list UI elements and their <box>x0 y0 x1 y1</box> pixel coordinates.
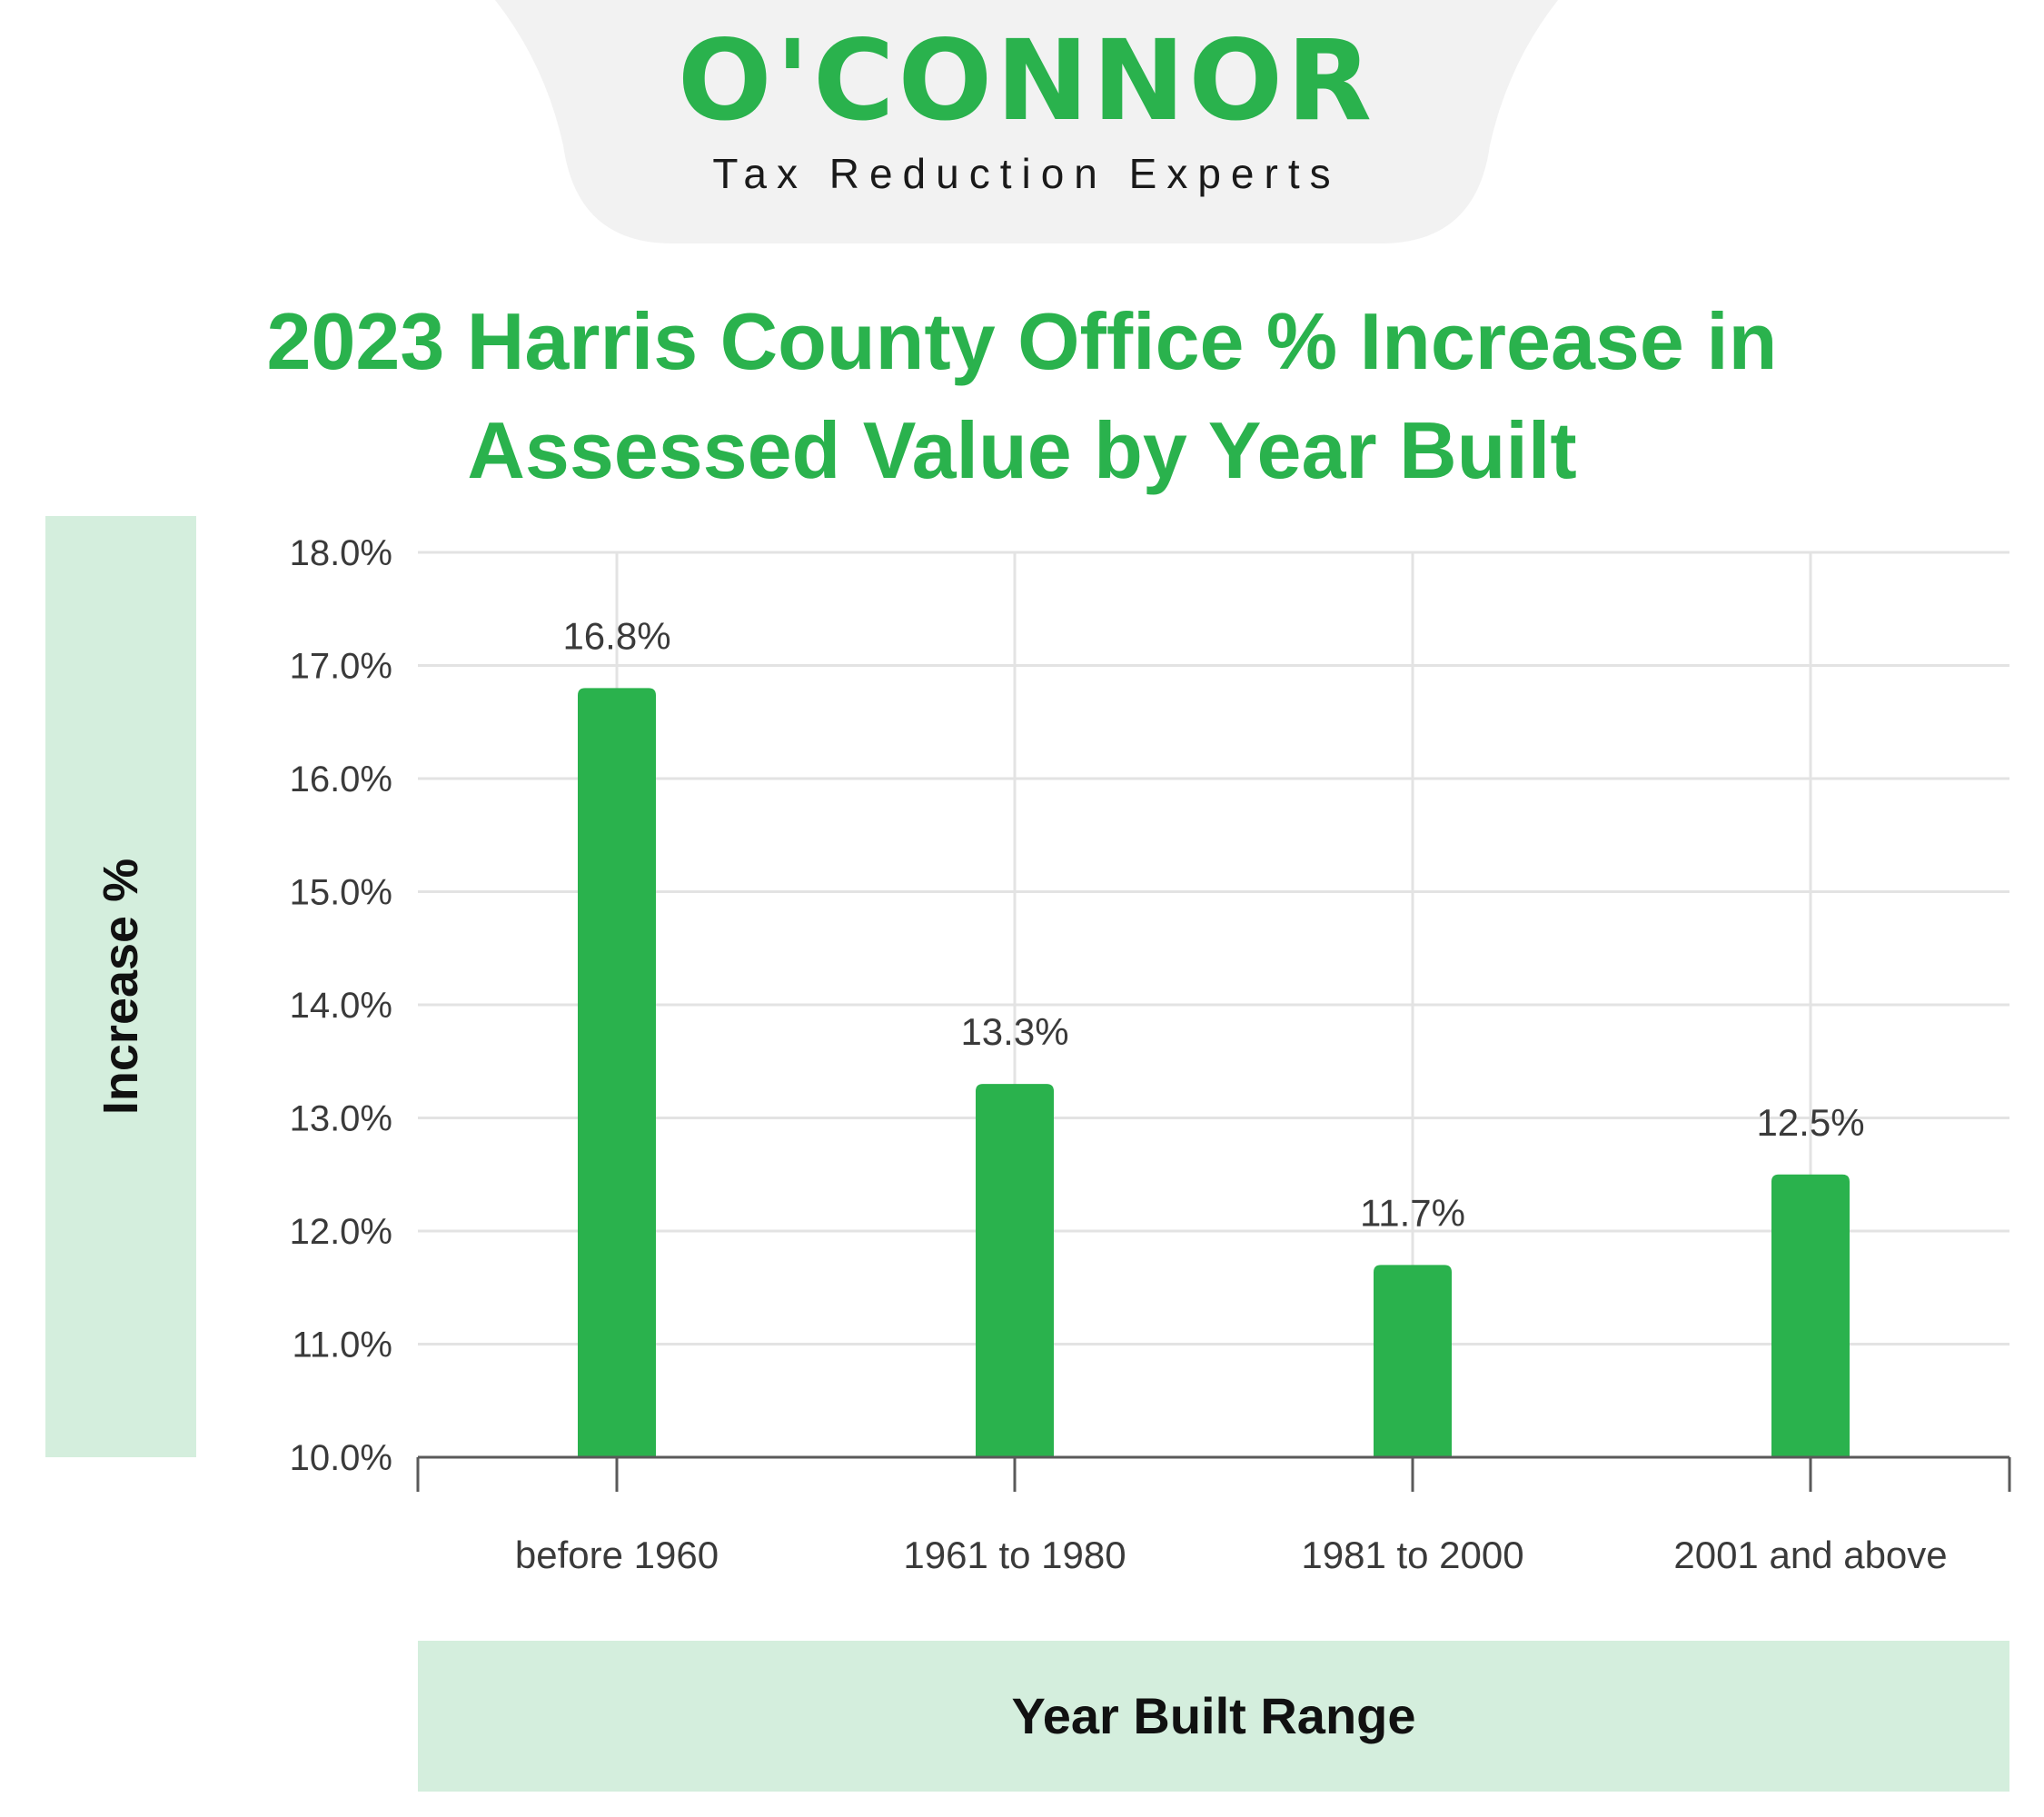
chart-title: 2023 Harris County Office % Increase in … <box>266 296 1778 495</box>
logo-tab-shape <box>495 0 1558 243</box>
x-tick-label: 1981 to 2000 <box>1301 1534 1523 1576</box>
x-tick-label: 1961 to 1980 <box>903 1534 1126 1576</box>
y-tick-label: 12.0% <box>290 1212 392 1252</box>
bar <box>1771 1174 1850 1457</box>
bar-data-label: 16.8% <box>562 614 670 657</box>
x-axis-label-panel: Year Built Range <box>418 1641 2009 1792</box>
bar-data-label: 12.5% <box>1756 1101 1864 1144</box>
y-tick-label: 18.0% <box>290 533 392 573</box>
logo-tab <box>495 0 1558 243</box>
axes <box>416 1455 2011 1492</box>
gridlines <box>418 551 2009 1457</box>
x-tick-label: 2001 and above <box>1673 1534 1947 1576</box>
y-tick-label: 10.0% <box>290 1438 392 1478</box>
brand-logo: O'CONNOR <box>677 16 1376 145</box>
y-tick-label: 13.0% <box>290 1099 392 1139</box>
labels: 10.0% 11.0% 12.0% 13.0% 14.0% 15.0% 16.0% 17.0%… <box>290 533 1948 1576</box>
brand-tagline: Tax Reduction Experts <box>712 150 1341 197</box>
y-tick-label: 15.0% <box>290 873 392 913</box>
y-tick-label: 14.0% <box>290 986 392 1026</box>
bar-data-label: 11.7% <box>1360 1191 1465 1234</box>
y-tick-label: 11.0% <box>293 1326 392 1365</box>
bar <box>578 688 656 1457</box>
bars <box>578 688 1850 1457</box>
bar-data-label: 13.3% <box>960 1010 1068 1053</box>
y-tick-label: 17.0% <box>290 647 392 687</box>
y-tick-label: 16.0% <box>290 760 392 799</box>
x-tick-label: before 1960 <box>515 1534 719 1576</box>
bar <box>976 1084 1054 1457</box>
bar <box>1374 1265 1452 1457</box>
x-axis-label: Year Built Range <box>1011 1687 1416 1744</box>
y-axis-label-panel <box>45 516 196 1457</box>
